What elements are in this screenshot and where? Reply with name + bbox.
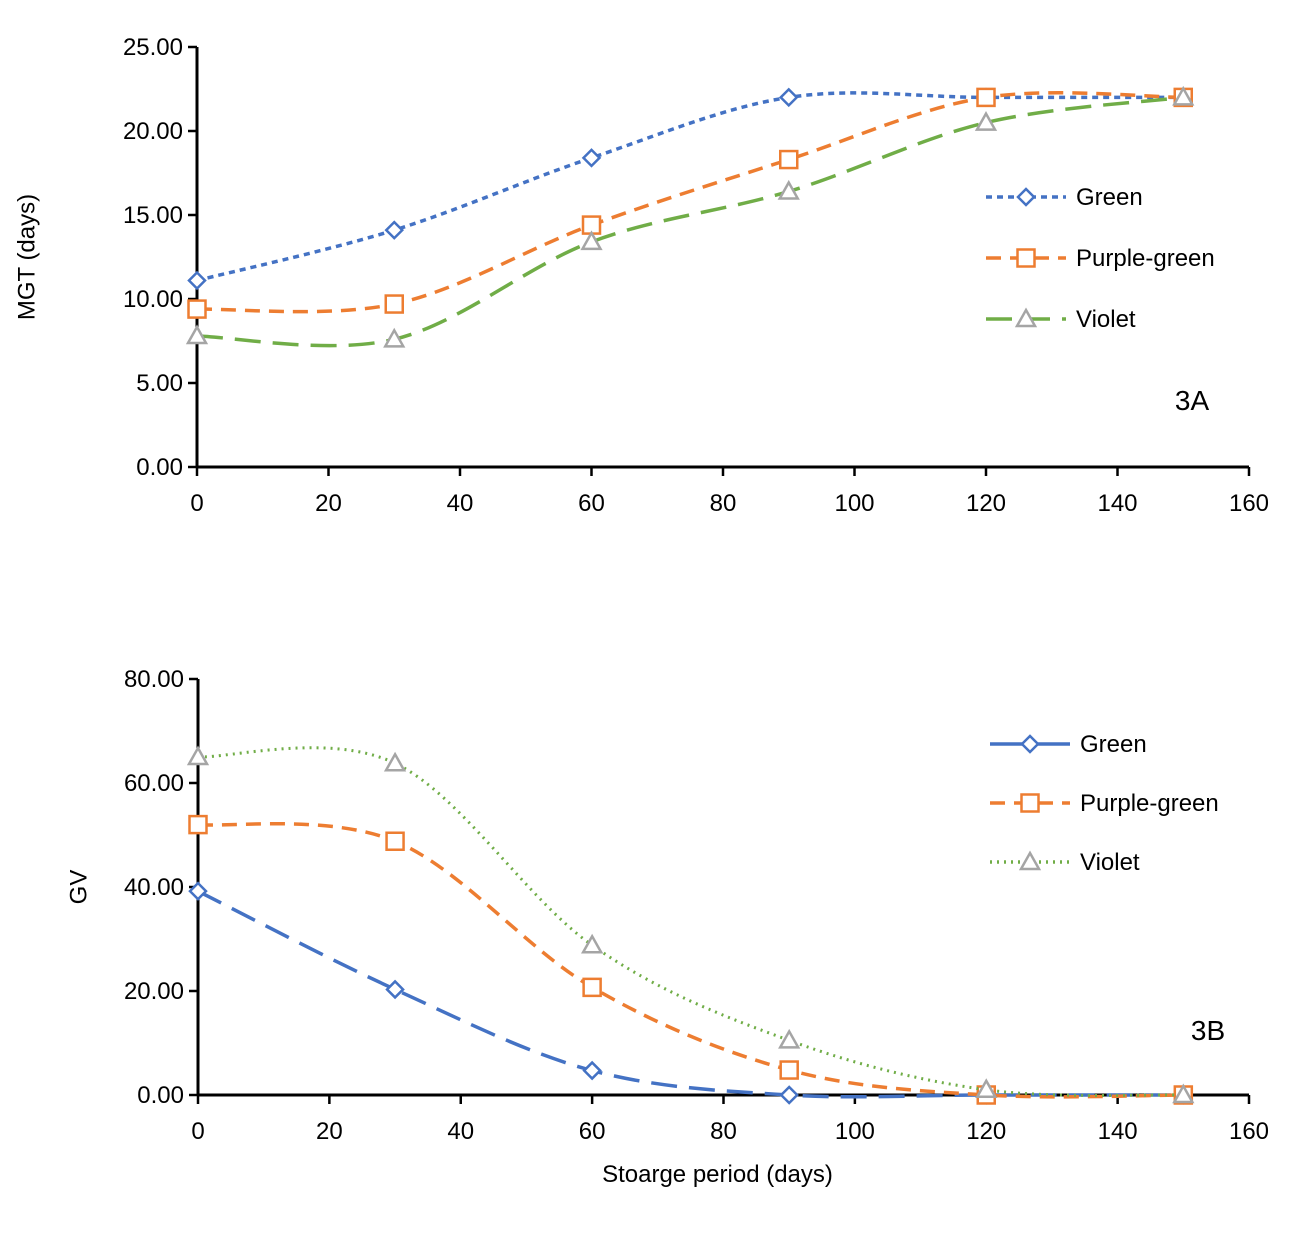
- legend-marker: [1020, 793, 1040, 813]
- x-tick-label: 100: [834, 490, 874, 517]
- x-tick-label: 120: [966, 490, 1006, 517]
- legend-item: Violet: [990, 849, 1140, 876]
- chart-panel-3a: 0.00 5.00 10.00 15.00 20.00 25.00 0 20 40 60 80 100…: [13, 34, 1269, 517]
- data-point-marker: [777, 179, 800, 200]
- y-tick-label: 40.00: [124, 874, 184, 901]
- legend-label: Violet: [1076, 306, 1136, 333]
- y-tick-label: 25.00: [123, 34, 183, 61]
- data-point-marker: [187, 270, 207, 291]
- legend: Green Purple-green Violet: [986, 184, 1215, 333]
- legend-marker: [1016, 187, 1036, 207]
- series-line: [196, 91, 1184, 283]
- series-purple-green: [187, 87, 1193, 319]
- legend-marker: [1020, 734, 1040, 754]
- data-point-marker: [778, 87, 799, 108]
- legend: Green Purple-green Violet: [990, 731, 1219, 876]
- data-point-marker: [188, 881, 208, 901]
- chart-panel-3b: 0.00 20.00 40.00 60.00 80.00 0 20 40 60 80 100 120 1…: [65, 666, 1269, 1188]
- data-point-marker: [974, 111, 998, 131]
- y-tick-label: 0.00: [136, 454, 183, 481]
- data-point-marker: [581, 148, 602, 168]
- data-point-marker: [975, 1078, 998, 1099]
- series-purple-green: [188, 814, 1194, 1105]
- y-tick-label: 0.00: [137, 1082, 184, 1109]
- y-axis-title: MGT (days): [13, 194, 40, 320]
- data-point-marker: [582, 977, 602, 998]
- legend-marker: [1014, 307, 1038, 328]
- series-line: [197, 889, 1184, 1099]
- x-tick-label: 20: [316, 1118, 343, 1145]
- y-tick-label: 15.00: [123, 202, 183, 229]
- data-point-marker: [582, 1060, 602, 1081]
- data-point-marker: [186, 745, 210, 766]
- legend-marker: [1018, 850, 1042, 871]
- data-point-marker: [187, 299, 207, 319]
- x-tick-label: 140: [1098, 1118, 1138, 1145]
- series-line: [197, 821, 1184, 1099]
- data-point-marker: [384, 220, 405, 240]
- y-tick-label: 5.00: [136, 370, 183, 397]
- legend-label: Purple-green: [1080, 790, 1219, 817]
- panel-label: 3B: [1191, 1015, 1225, 1046]
- x-tick-label: 0: [190, 490, 203, 517]
- data-point-marker: [779, 1060, 799, 1080]
- series-violet: [186, 745, 1195, 1104]
- x-tick-label: 100: [835, 1118, 875, 1145]
- data-point-marker: [1172, 85, 1195, 106]
- data-point-marker: [779, 1085, 799, 1105]
- legend-item: Green: [986, 184, 1143, 211]
- x-tick-label: 80: [710, 490, 737, 517]
- data-point-marker: [383, 751, 407, 772]
- legend-item: Purple-green: [990, 790, 1219, 817]
- series-line: [196, 95, 1184, 348]
- x-tick-label: 140: [1097, 490, 1137, 517]
- y-axis-title: GV: [65, 870, 92, 905]
- series-line: [197, 746, 1184, 1097]
- x-tick-label: 40: [447, 490, 474, 517]
- data-point-marker: [383, 327, 406, 348]
- data-point-marker: [580, 230, 603, 251]
- legend-item: Violet: [986, 306, 1136, 333]
- y-tick-label: 20.00: [123, 118, 183, 145]
- series-line: [196, 91, 1184, 314]
- x-tick-label: 20: [315, 490, 342, 517]
- x-tick-label: 0: [191, 1118, 204, 1145]
- x-tick-label: 60: [578, 490, 605, 517]
- x-tick-label: 60: [579, 1118, 606, 1145]
- y-tick-label: 60.00: [124, 770, 184, 797]
- data-point-marker: [779, 149, 799, 170]
- x-tick-label: 160: [1229, 490, 1269, 517]
- data-point-marker: [188, 814, 208, 835]
- y-tick-label: 20.00: [124, 978, 184, 1005]
- data-point-marker: [385, 831, 405, 851]
- data-point-marker: [384, 294, 404, 314]
- series-violet: [185, 85, 1195, 348]
- legend-marker: [1016, 248, 1036, 268]
- x-tick-label: 120: [966, 1118, 1006, 1145]
- x-tick-label: 80: [710, 1118, 737, 1145]
- y-tick-label: 80.00: [124, 666, 184, 693]
- x-tick-label: 40: [447, 1118, 474, 1145]
- x-tick-label: 160: [1229, 1118, 1269, 1145]
- y-tick-label: 10.00: [123, 286, 183, 313]
- legend-label: Violet: [1080, 849, 1140, 876]
- panel-label: 3A: [1175, 385, 1210, 416]
- data-point-marker: [185, 324, 209, 345]
- data-point-marker: [976, 87, 996, 108]
- data-point-marker: [778, 1028, 801, 1049]
- legend-item: Green: [990, 731, 1147, 758]
- legend-item: Purple-green: [986, 245, 1215, 272]
- data-point-marker: [580, 933, 604, 954]
- x-axis-title: Stoarge period (days): [602, 1161, 833, 1188]
- series-green: [188, 881, 1194, 1105]
- data-point-marker: [1172, 1083, 1195, 1104]
- legend-label: Purple-green: [1076, 245, 1215, 272]
- data-point-marker: [385, 979, 405, 1000]
- legend-label: Green: [1080, 731, 1147, 758]
- legend-label: Green: [1076, 184, 1143, 211]
